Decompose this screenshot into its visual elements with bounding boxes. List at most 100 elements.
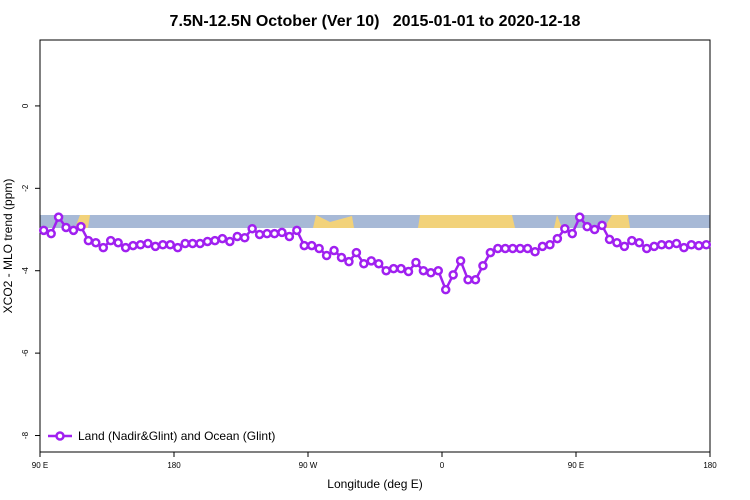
data-point: [336, 252, 347, 263]
data-point: [202, 236, 213, 247]
data-point: [433, 265, 444, 276]
legend-label: Land (Nadir&Glint) and Ocean (Glint): [78, 429, 275, 443]
chart-title: 7.5N-12.5N October (Ver 10) 2015-01-01 t…: [170, 13, 581, 30]
data-point: [91, 237, 101, 248]
legend-marker: [55, 431, 65, 441]
data-point: [582, 221, 592, 232]
y-axis-label: XCO2 - MLO trend (ppm): [1, 179, 15, 314]
data-point: [612, 237, 622, 248]
data-point: [649, 241, 659, 252]
x-tick-label: 90 E: [568, 461, 584, 470]
data-point: [679, 242, 689, 253]
data-point: [180, 238, 190, 249]
data-point: [210, 235, 220, 246]
data-point: [143, 238, 153, 249]
data-point: [641, 243, 652, 254]
data-point: [46, 228, 56, 239]
data-point: [388, 263, 399, 274]
map-strip: [40, 215, 710, 228]
data-point: [664, 240, 674, 250]
data-point: [574, 212, 585, 222]
data-point: [314, 243, 324, 254]
data-point: [634, 237, 645, 248]
data-point: [277, 227, 287, 238]
data-point: [172, 242, 183, 253]
data-point: [671, 238, 682, 249]
y-tick-label: -2: [21, 184, 30, 192]
land-shape: [418, 215, 515, 228]
data-point: [321, 250, 332, 261]
data-point: [403, 266, 414, 277]
data-point: [329, 245, 339, 256]
data-point: [418, 265, 429, 276]
x-tick-label: 0: [440, 461, 445, 470]
land-shape: [313, 215, 354, 228]
x-tick-label: 90 E: [32, 461, 48, 470]
data-point: [411, 257, 421, 268]
data-point: [597, 220, 607, 231]
data-point: [567, 228, 578, 239]
data-point: [485, 247, 496, 258]
data-point: [359, 258, 369, 269]
data-point: [105, 235, 116, 246]
data-point: [589, 224, 600, 235]
data-point: [604, 234, 615, 245]
data-point: [507, 243, 518, 254]
data-point: [225, 236, 235, 247]
data-point: [627, 235, 637, 246]
x-tick-label: 180: [167, 461, 181, 470]
x-tick-label: 180: [703, 461, 717, 470]
data-point: [61, 222, 71, 233]
data-point: [470, 275, 481, 285]
data-point: [656, 240, 667, 250]
data-point: [262, 228, 272, 239]
data-point: [247, 223, 257, 234]
data-point: [306, 240, 317, 251]
data-point: [686, 240, 697, 250]
data-point: [165, 240, 176, 250]
data-point: [493, 243, 503, 254]
data-point: [694, 240, 704, 251]
data-point: [128, 240, 138, 251]
data-point: [448, 270, 458, 280]
data-point: [426, 268, 436, 278]
data-point: [463, 275, 473, 285]
data-point: [478, 261, 488, 271]
data-point: [299, 240, 310, 251]
data-point: [701, 240, 712, 250]
data-point: [292, 225, 302, 236]
data-point: [68, 225, 79, 236]
data-point: [113, 237, 123, 248]
data-point: [76, 221, 86, 232]
data-line: [43, 214, 707, 293]
data-point: [98, 242, 109, 253]
data-point: [344, 256, 354, 267]
y-tick-label: -8: [21, 431, 30, 439]
data-point: [500, 243, 511, 254]
data-point: [158, 240, 168, 250]
x-axis-label: Longitude (deg E): [327, 477, 422, 491]
data-point: [552, 233, 563, 244]
data-point: [120, 242, 131, 253]
x-tick-label: 90 W: [299, 461, 318, 470]
data-point: [530, 247, 540, 257]
data-point: [560, 223, 570, 234]
data-point: [254, 229, 265, 240]
data-point: [440, 284, 451, 295]
data-point: [455, 256, 466, 266]
land-shape: [554, 215, 562, 228]
data-point: [53, 212, 64, 222]
data-point: [396, 263, 406, 274]
data-point: [269, 228, 280, 239]
data-point: [135, 240, 146, 250]
land-shape: [604, 215, 630, 228]
data-point: [284, 231, 295, 242]
data-point: [232, 231, 243, 242]
data-point: [373, 258, 384, 269]
data-point: [239, 233, 250, 243]
data-point: [537, 241, 548, 252]
ocean-band: [40, 215, 710, 228]
data-point: [522, 243, 533, 254]
data-point: [38, 225, 49, 236]
